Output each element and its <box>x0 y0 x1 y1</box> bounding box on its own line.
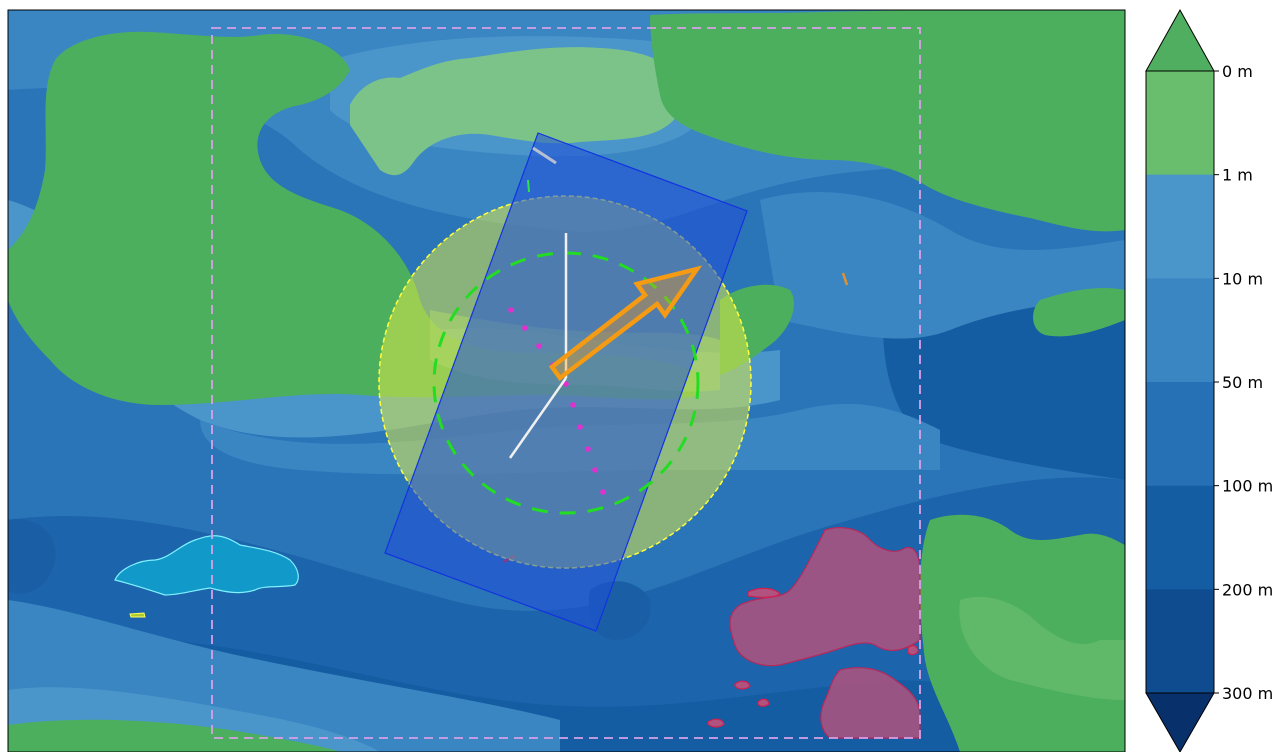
orange-arrow <box>548 265 703 382</box>
land-west-island <box>8 31 700 405</box>
grey-line-marker <box>532 146 557 165</box>
magenta-dot <box>536 343 542 349</box>
colorbar-tick-label: 50 m <box>1222 373 1263 392</box>
pink-dashed-box <box>211 27 921 739</box>
colorbar-tick-label: 300 m <box>1222 684 1273 703</box>
colorbar: 0 m 1 m 10 m 50 m 100 m 200 m 300 m <box>1145 8 1273 752</box>
red-patch-small-d <box>757 698 770 707</box>
cyan-patch <box>114 535 299 596</box>
colorbar-tick-label: 0 m <box>1222 62 1253 81</box>
map-panel <box>8 10 1125 752</box>
red-patch-small-c <box>707 718 725 728</box>
magenta-dot <box>577 424 583 430</box>
magenta-dot <box>592 467 598 473</box>
magenta-dot <box>563 381 569 387</box>
deep-pool-west <box>8 519 56 594</box>
colorbar-extend-bottom <box>1145 692 1215 752</box>
red-patch-small-e <box>907 645 919 656</box>
colorbar-tick-label: 1 m <box>1222 166 1253 185</box>
magenta-dots <box>508 307 606 495</box>
red-patch-small-a <box>747 587 781 598</box>
colorbar-band <box>1146 174 1214 279</box>
colorbar-band <box>1146 485 1214 590</box>
white-line-diagonal <box>508 377 568 459</box>
colorbar-band <box>1146 382 1214 487</box>
colorbar-band <box>1146 589 1214 694</box>
green-small-marker <box>527 179 530 193</box>
magenta-dot <box>600 489 606 495</box>
colorbar-tick-label: 200 m <box>1222 580 1273 599</box>
mid-band-east <box>760 191 1125 339</box>
orange-small-mark <box>841 272 849 286</box>
land-northeast <box>650 10 1125 232</box>
small-yellow-patch <box>129 612 146 618</box>
land-north-island <box>350 47 684 176</box>
land-southeast-patch <box>959 596 1125 700</box>
colorbar-segments <box>1146 71 1214 694</box>
red-patch-southeast <box>729 527 921 667</box>
colorbar-band <box>1146 71 1214 176</box>
magenta-dot <box>508 307 514 313</box>
colorbar-extend-top <box>1145 8 1215 72</box>
magenta-dot <box>585 446 591 452</box>
land-south-strip <box>8 719 340 752</box>
colorbar-tick-label: 100 m <box>1222 477 1273 496</box>
red-patch-small-b <box>734 680 751 690</box>
colorbar-tick-label: 10 m <box>1222 269 1263 288</box>
colorbar-band <box>1146 278 1214 383</box>
magenta-dot <box>570 402 576 408</box>
land-east-small <box>1033 288 1125 337</box>
map-frame <box>7 9 1126 752</box>
magenta-dot <box>522 325 528 331</box>
colorbar-labels: 0 m 1 m 10 m 50 m 100 m 200 m 300 m <box>1214 62 1273 703</box>
